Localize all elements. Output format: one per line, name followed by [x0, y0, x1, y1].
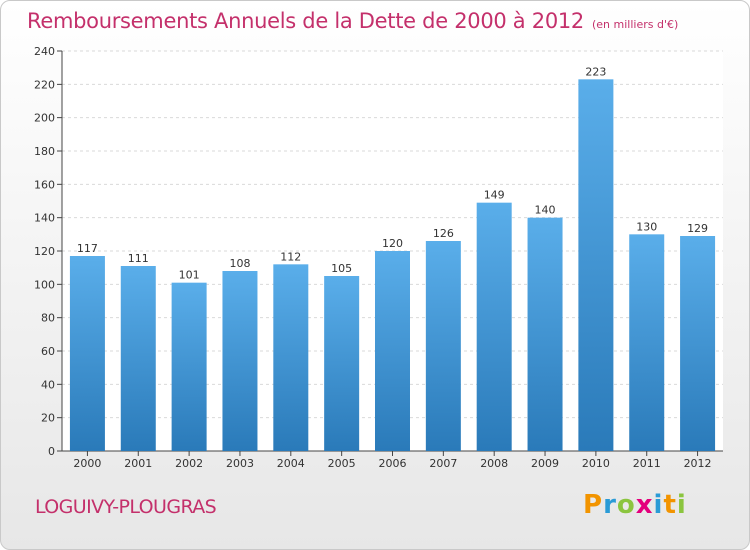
logo-letter: P: [583, 490, 604, 520]
data-label: 223: [585, 65, 606, 78]
data-label: 140: [535, 204, 556, 217]
data-label: 126: [433, 227, 454, 240]
x-tick-label: 2012: [684, 457, 712, 470]
y-tick-label: 160: [34, 178, 55, 191]
logo-letter: t: [663, 490, 677, 520]
y-tick-label: 240: [34, 45, 55, 58]
data-label: 120: [382, 237, 403, 250]
x-tick-label: 2010: [582, 457, 610, 470]
logo-letter: i: [653, 490, 664, 520]
x-tick-label: 2006: [379, 457, 407, 470]
x-tick-label: 2004: [277, 457, 305, 470]
y-tick-label: 20: [41, 412, 55, 425]
title-text: Remboursements Annuels de la Dette de 20…: [27, 9, 584, 33]
y-tick-label: 140: [34, 212, 55, 225]
proxiti-logo: Proxiti: [583, 490, 687, 520]
bar-2012: [680, 236, 716, 451]
x-tick-label: 2003: [226, 457, 254, 470]
bar-2004: [273, 264, 309, 451]
data-label: 101: [179, 269, 200, 282]
data-label: 111: [128, 252, 149, 265]
bar-2001: [120, 266, 156, 451]
y-tick-label: 220: [34, 78, 55, 91]
x-tick-label: 2011: [633, 457, 661, 470]
y-tick-label: 0: [48, 445, 55, 458]
bar-2000: [69, 256, 105, 451]
x-tick-label: 2005: [328, 457, 356, 470]
data-label: 117: [77, 242, 98, 255]
bar-2005: [324, 276, 360, 451]
y-tick-label: 40: [41, 378, 55, 391]
y-tick-label: 120: [34, 245, 55, 258]
chart-title: Remboursements Annuels de la Dette de 20…: [27, 9, 678, 33]
data-label: 112: [280, 250, 301, 263]
bar-2007: [425, 241, 461, 451]
y-tick-label: 60: [41, 345, 55, 358]
unit-label: (en milliers d'€): [592, 18, 679, 31]
x-tick-label: 2009: [531, 457, 559, 470]
y-tick-label: 100: [34, 278, 55, 291]
logo-letter: i: [676, 490, 687, 520]
x-tick-label: 2007: [429, 457, 457, 470]
x-tick-label: 2000: [73, 457, 101, 470]
bar-2002: [171, 282, 207, 451]
bar-2011: [629, 234, 665, 451]
y-tick-label: 180: [34, 145, 55, 158]
logo-letter: r: [603, 490, 617, 520]
data-label: 108: [229, 257, 250, 270]
data-label: 105: [331, 262, 352, 275]
logo-letter: x: [635, 490, 654, 520]
bar-2006: [375, 251, 410, 451]
data-label: 129: [687, 222, 708, 235]
bar-2010: [578, 79, 614, 451]
bar-2009: [527, 217, 563, 451]
logo-letter: o: [616, 490, 636, 520]
data-label: 149: [484, 189, 505, 202]
commune-name: LOGUIVY-PLOUGRAS: [35, 496, 217, 518]
y-tick-label: 200: [34, 112, 55, 125]
x-tick-label: 2001: [124, 457, 152, 470]
bar-2003: [222, 271, 258, 451]
x-tick-label: 2008: [480, 457, 508, 470]
x-tick-label: 2002: [175, 457, 203, 470]
data-label: 130: [636, 220, 657, 233]
bar-2008: [476, 202, 512, 451]
y-tick-label: 80: [41, 312, 55, 325]
